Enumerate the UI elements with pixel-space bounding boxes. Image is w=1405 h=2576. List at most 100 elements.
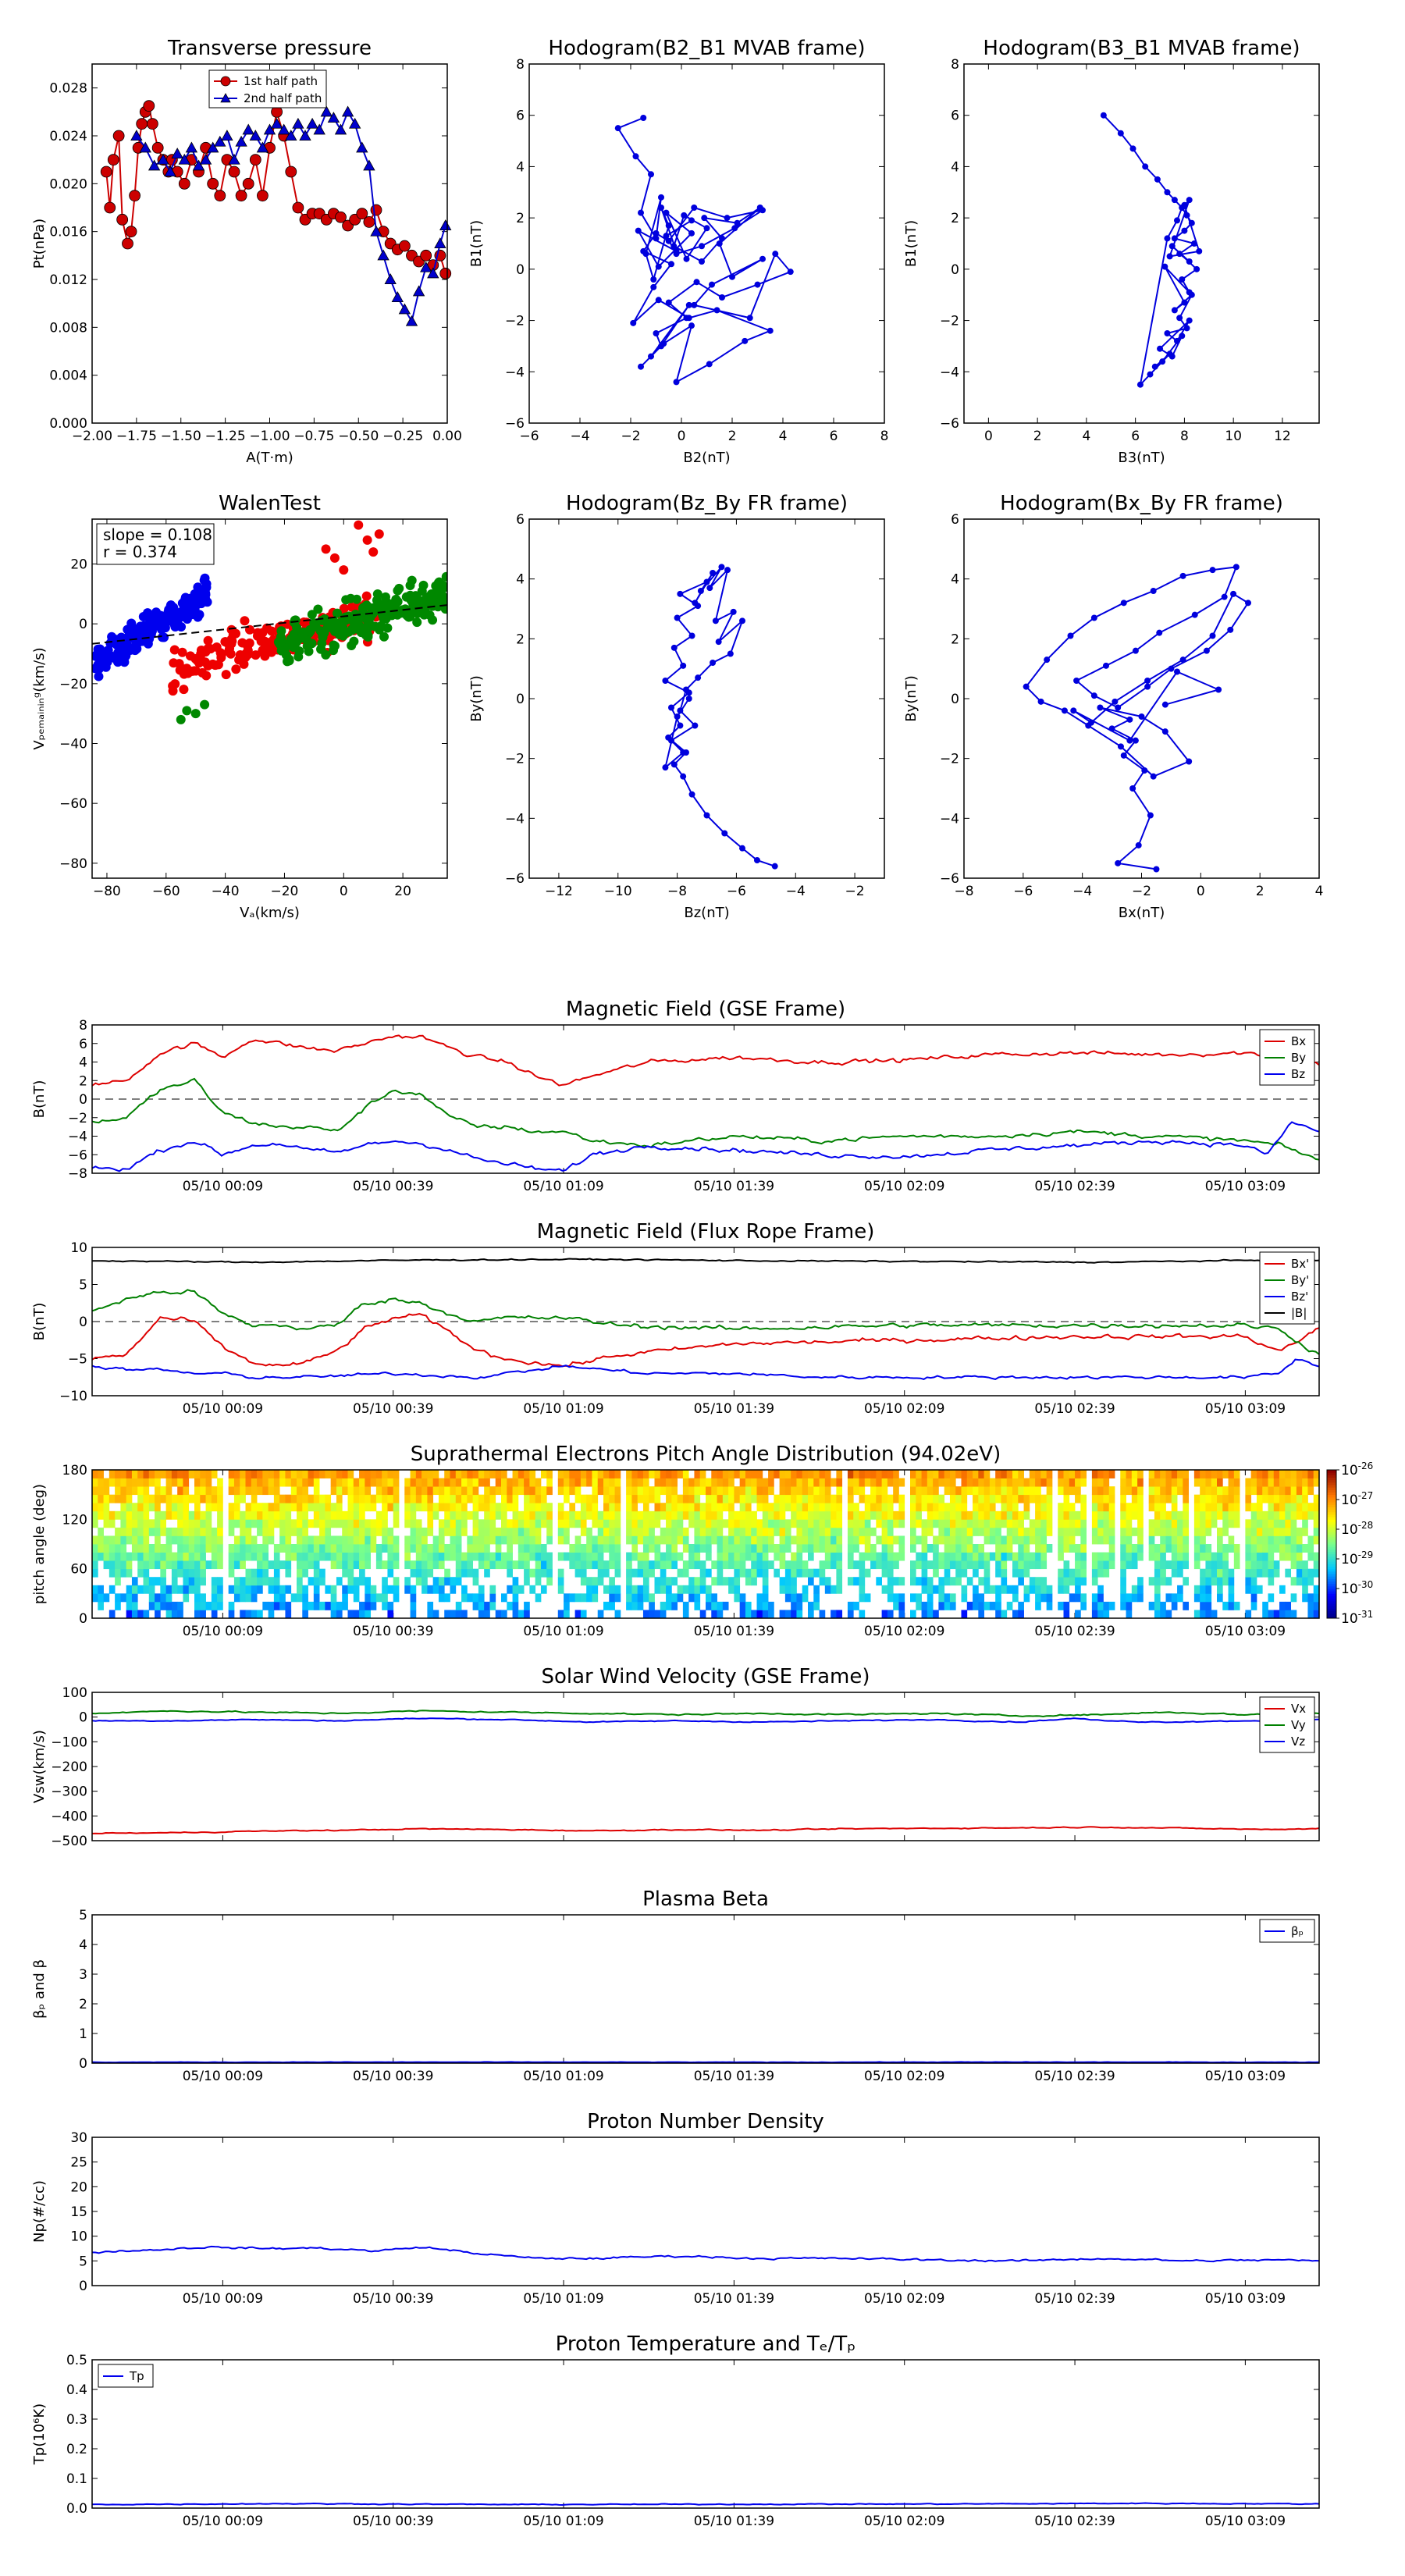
heatmap-cell	[279, 1470, 286, 1478]
heatmap-cell	[784, 1470, 791, 1478]
colorbar-segment	[1327, 1566, 1336, 1570]
heatmap-cell	[626, 1601, 632, 1610]
heatmap-cell	[478, 1560, 485, 1570]
y-tick-label: 0.3	[66, 2412, 87, 2428]
heatmap-cell	[228, 1610, 235, 1619]
heatmap-cell	[1160, 1560, 1166, 1570]
scatter-point	[165, 605, 176, 615]
heatmap-cell	[233, 1560, 240, 1570]
heatmap-cell	[1006, 1585, 1013, 1594]
scatter-point	[200, 699, 210, 710]
heatmap-cell	[126, 1560, 133, 1570]
scatter-point	[220, 637, 230, 647]
heatmap-cell	[626, 1503, 632, 1512]
heatmap-cell	[597, 1560, 604, 1570]
heatmap-cell	[450, 1577, 457, 1586]
heatmap-cell	[824, 1585, 831, 1594]
heatmap-cell	[165, 1478, 173, 1487]
hodogram-point	[691, 205, 698, 211]
heatmap-cell	[791, 1510, 797, 1520]
heatmap-cell	[921, 1610, 928, 1619]
y-tick-label: 20	[70, 2179, 87, 2195]
heatmap-cell	[1200, 1503, 1206, 1512]
heatmap-cell	[115, 1527, 121, 1536]
heatmap-cell	[375, 1519, 382, 1528]
heatmap-cell	[819, 1560, 826, 1570]
heatmap-cell	[342, 1593, 348, 1603]
scatter-points	[92, 520, 447, 724]
heatmap-cell	[1245, 1544, 1252, 1553]
heatmap-cell	[143, 1519, 150, 1528]
heatmap-cell	[916, 1560, 922, 1570]
heatmap-cell	[524, 1510, 530, 1520]
heatmap-cell	[654, 1610, 661, 1619]
heatmap-cell	[512, 1577, 519, 1586]
colorbar-tick-exponent: -31	[1358, 1609, 1374, 1620]
heatmap-cell	[745, 1544, 752, 1553]
heatmap-cell	[148, 1560, 155, 1570]
heatmap-cell	[1154, 1593, 1161, 1603]
heatmap-cell	[847, 1494, 854, 1503]
heatmap-cell	[432, 1470, 439, 1478]
hodogram-point	[753, 857, 760, 863]
x-tick-label: 05/10 02:09	[864, 2291, 944, 2307]
scatter-point	[441, 571, 447, 582]
heatmap-cell	[233, 1478, 240, 1487]
heatmap-cell	[302, 1585, 308, 1594]
heatmap-cell	[1040, 1494, 1048, 1503]
scatter-point	[401, 592, 411, 602]
heatmap-cell	[1183, 1527, 1190, 1536]
heatmap-cell	[881, 1470, 888, 1478]
heatmap-cell	[546, 1519, 553, 1528]
heatmap-cell	[944, 1552, 951, 1561]
heatmap-cell	[461, 1494, 468, 1503]
heatmap-cell	[325, 1510, 332, 1520]
heatmap-cell	[251, 1470, 258, 1478]
heatmap-cell	[881, 1535, 888, 1545]
scatter-point	[193, 597, 203, 607]
heatmap-cell	[955, 1470, 962, 1478]
data-point	[356, 141, 368, 153]
heatmap-cell	[887, 1560, 894, 1570]
heatmap-cell	[859, 1593, 866, 1603]
x-tick-label: 05/10 02:09	[864, 1624, 944, 1639]
heatmap-cell	[472, 1601, 479, 1610]
legend: βₚ	[1259, 1919, 1315, 1943]
heatmap-cell	[1001, 1503, 1008, 1512]
heatmap-cell	[824, 1527, 831, 1536]
heatmap-cell	[580, 1503, 587, 1512]
heatmap-cell	[1171, 1470, 1178, 1478]
heatmap-cell	[1018, 1535, 1024, 1545]
y-tick-label: −200	[51, 1759, 87, 1775]
heatmap-cell	[1228, 1601, 1235, 1610]
heatmap-cell	[1290, 1577, 1297, 1586]
heatmap-cell	[518, 1544, 525, 1553]
heatmap-cell	[887, 1535, 894, 1545]
heatmap-cell	[387, 1470, 394, 1478]
heatmap-cell	[921, 1585, 928, 1594]
heatmap-cell	[92, 1535, 98, 1545]
heatmap-cell	[734, 1535, 741, 1545]
colorbar-segment	[1327, 1553, 1336, 1557]
heatmap-cell	[756, 1519, 763, 1528]
colorbar-segment	[1327, 1568, 1336, 1572]
heatmap-cell	[387, 1527, 394, 1536]
heatmap-cell	[228, 1510, 235, 1520]
heatmap-cell	[1183, 1560, 1190, 1570]
heatmap-cell	[1171, 1568, 1178, 1578]
heatmap-cell	[609, 1486, 615, 1496]
heatmap-cell	[603, 1503, 610, 1512]
heatmap-cell	[859, 1610, 866, 1619]
scatter-point	[208, 659, 218, 669]
heatmap-cell	[711, 1510, 717, 1520]
legend-label: By'	[1291, 1273, 1309, 1287]
heatmap-cell	[1040, 1593, 1048, 1603]
heatmap-cell	[297, 1478, 303, 1487]
hodogram-point	[1117, 130, 1124, 137]
heatmap-cell	[467, 1494, 474, 1503]
heatmap-cell	[240, 1510, 246, 1520]
heatmap-cell	[217, 1552, 223, 1561]
heatmap-cell	[898, 1593, 905, 1603]
heatmap-cell	[682, 1544, 689, 1553]
heatmap-cell	[1200, 1478, 1206, 1487]
